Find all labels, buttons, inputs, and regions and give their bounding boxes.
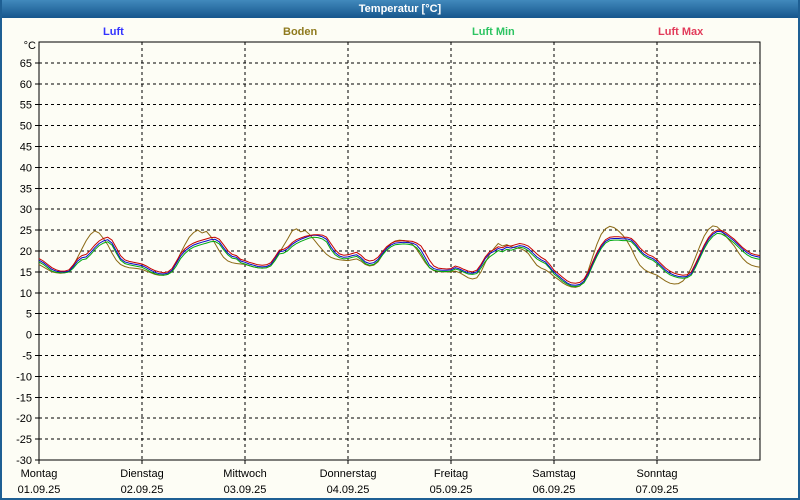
x-date-label: 03.09.25: [224, 484, 267, 496]
series-line-luft-max: [38, 229, 761, 284]
x-day-label: Dienstag: [120, 468, 163, 480]
y-tick-label: 55: [20, 100, 32, 112]
x-date-label: 01.09.25: [18, 484, 61, 496]
x-day-label: Mittwoch: [223, 468, 266, 480]
titlebar: Temperatur [°C]: [0, 0, 800, 18]
y-tick-label: 45: [20, 142, 32, 154]
y-tick-label: 10: [20, 288, 32, 300]
y-tick-label: -30: [16, 455, 32, 467]
y-tick-label: -10: [16, 371, 32, 383]
x-date-label: 05.09.25: [430, 484, 473, 496]
y-tick-label: 30: [20, 204, 32, 216]
y-tick-label: 65: [20, 58, 32, 70]
y-tick-label: 20: [20, 246, 32, 258]
y-tick-label: 15: [20, 267, 32, 279]
x-day-label: Montag: [21, 468, 58, 480]
y-tick-label: 40: [20, 162, 32, 174]
series-line-boden: [38, 225, 761, 288]
y-tick-label: 0: [26, 330, 32, 342]
legend-label-luft-min: Luft Min: [472, 26, 515, 38]
plot-border: [38, 41, 761, 461]
x-day-label: Sonntag: [637, 468, 678, 480]
y-tick-label: 5: [26, 309, 32, 321]
series-line-luft-min: [38, 232, 761, 288]
y-tick-label: 35: [20, 183, 32, 195]
y-tick-label: -25: [16, 434, 32, 446]
legend-label-luft-max: Luft Max: [658, 26, 704, 38]
x-date-label: 06.09.25: [533, 484, 576, 496]
y-tick-label: 25: [20, 225, 32, 237]
y-tick-label: 60: [20, 79, 32, 91]
x-day-label: Donnerstag: [320, 468, 377, 480]
y-axis-unit-label: °C: [24, 40, 36, 52]
x-date-label: 04.09.25: [327, 484, 370, 496]
window-title: Temperatur [°C]: [358, 3, 442, 15]
x-day-label: Freitag: [434, 468, 468, 480]
legend-label-boden: Boden: [283, 26, 318, 38]
y-tick-label: -20: [16, 413, 32, 425]
x-date-label: 02.09.25: [121, 484, 164, 496]
y-tick-label: 50: [20, 121, 32, 133]
x-date-label: 07.09.25: [636, 484, 679, 496]
y-tick-label: -5: [22, 351, 32, 363]
series-line-luft: [38, 230, 761, 286]
legend-label-luft: Luft: [103, 26, 124, 38]
x-day-label: Samstag: [532, 468, 575, 480]
y-tick-label: -15: [16, 392, 32, 404]
